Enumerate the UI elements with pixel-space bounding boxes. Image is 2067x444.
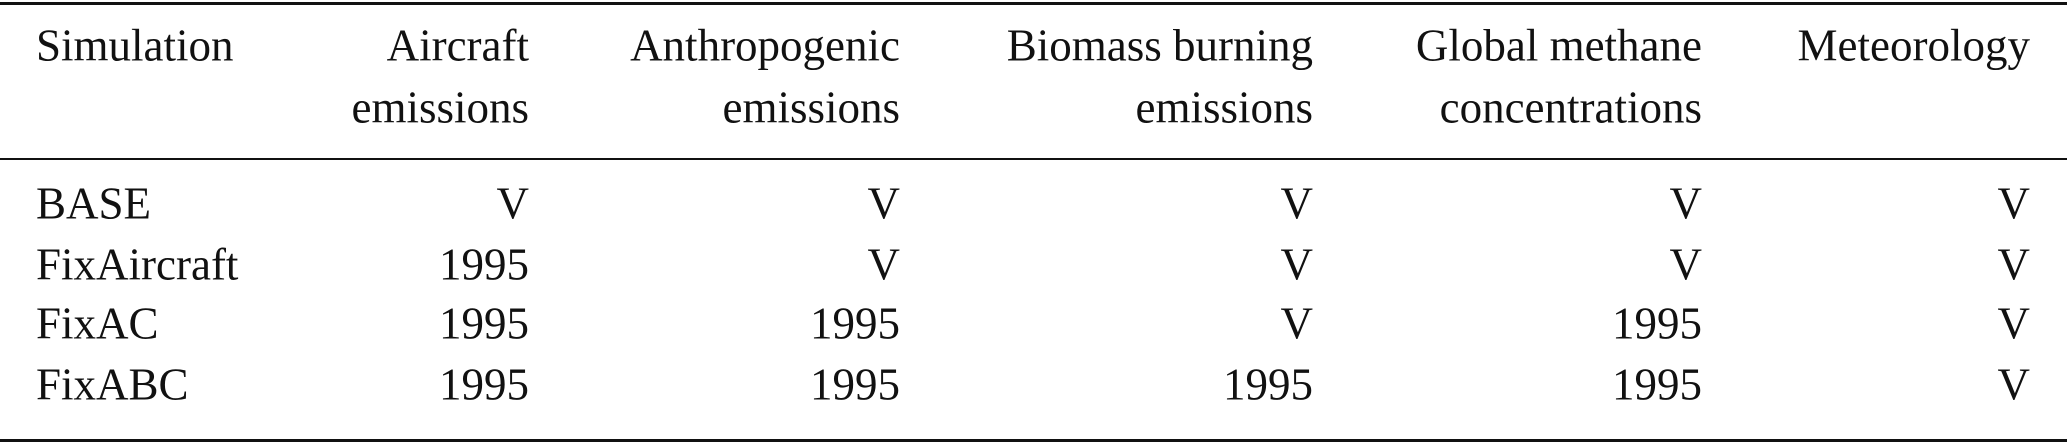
table-cell: V bbox=[1997, 298, 2031, 349]
column-header: Anthropogenic bbox=[630, 20, 900, 71]
table-cell: V bbox=[1280, 298, 1314, 349]
column-header: emissions bbox=[351, 82, 529, 133]
table-cell: V bbox=[1669, 178, 1703, 229]
table-cell: 1995 bbox=[439, 239, 529, 290]
row-label: FixAircraft bbox=[36, 239, 239, 290]
table-cell: V bbox=[867, 239, 901, 290]
table-cell: V bbox=[1669, 239, 1703, 290]
column-header: Global methane bbox=[1415, 20, 1702, 71]
table-cell: V bbox=[867, 178, 901, 229]
column-header: Aircraft bbox=[386, 20, 529, 71]
table-cell: 1995 bbox=[439, 359, 529, 410]
table-cell: V bbox=[496, 178, 530, 229]
mid-rule bbox=[0, 158, 2067, 160]
bottom-rule bbox=[0, 439, 2067, 442]
row-label: FixAC bbox=[36, 298, 159, 349]
table-cell: 1995 bbox=[810, 298, 900, 349]
column-header: Meteorology bbox=[1797, 20, 2030, 71]
row-label: FixABC bbox=[36, 359, 189, 410]
table-cell: 1995 bbox=[810, 359, 900, 410]
table-cell: 1995 bbox=[1612, 298, 1702, 349]
table-cell: V bbox=[1280, 178, 1314, 229]
table-cell: V bbox=[1997, 178, 2031, 229]
row-label: BASE bbox=[36, 178, 152, 229]
table-cell: 1995 bbox=[439, 298, 529, 349]
table-cell: V bbox=[1280, 239, 1314, 290]
top-rule bbox=[0, 2, 2067, 5]
column-header: emissions bbox=[1135, 82, 1313, 133]
table-cell: V bbox=[1997, 359, 2031, 410]
column-header: Simulation bbox=[36, 20, 234, 71]
column-header: emissions bbox=[722, 82, 900, 133]
table-cell: 1995 bbox=[1223, 359, 1313, 410]
table-cell: V bbox=[1997, 239, 2031, 290]
column-header: Biomass burning bbox=[1006, 20, 1313, 71]
column-header: concentrations bbox=[1439, 82, 1702, 133]
table-cell: 1995 bbox=[1612, 359, 1702, 410]
